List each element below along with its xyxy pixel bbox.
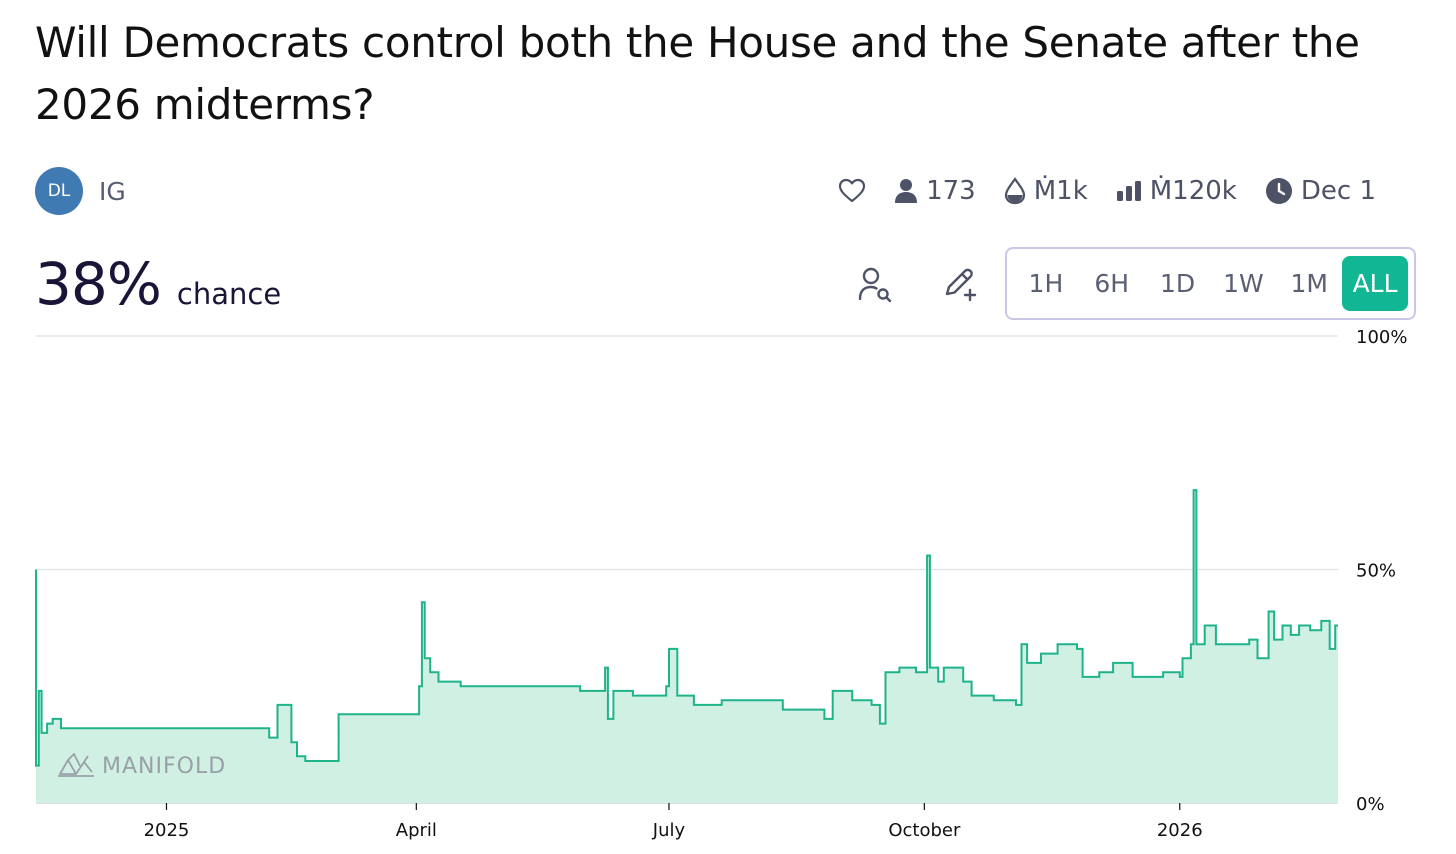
market-stats: 173 Ṁ1k Ṁ120k Dec 1 bbox=[838, 167, 1376, 215]
author-name[interactable]: IG bbox=[99, 176, 126, 206]
author-info[interactable]: DL IG bbox=[35, 167, 126, 215]
range-all-button[interactable]: ALL bbox=[1342, 256, 1408, 311]
probability-label: chance bbox=[176, 277, 282, 311]
heart-icon[interactable] bbox=[838, 178, 866, 204]
y-tick-label: 100% bbox=[1356, 327, 1407, 348]
x-tick-label: October bbox=[888, 820, 961, 841]
y-tick-label: 0% bbox=[1356, 794, 1385, 815]
like-button[interactable] bbox=[838, 178, 866, 204]
liquidity-value: Ṁ1k bbox=[1033, 176, 1088, 206]
x-axis: 2025 April July October 2026 bbox=[144, 803, 1203, 841]
search-user-icon bbox=[858, 267, 892, 302]
watermark-text: MANIFOLD bbox=[102, 754, 226, 779]
probability-value: 38% bbox=[35, 250, 162, 318]
close-date-stat: Dec 1 bbox=[1265, 176, 1376, 206]
avatar[interactable]: DL bbox=[35, 167, 83, 215]
y-tick-label: 50% bbox=[1356, 561, 1396, 582]
range-1m-button[interactable]: 1M bbox=[1290, 269, 1328, 298]
user-icon bbox=[895, 179, 918, 203]
traders-stat: 173 bbox=[894, 176, 976, 206]
volume-stat: Ṁ120k bbox=[1116, 176, 1237, 206]
range-1w-button[interactable]: 1W bbox=[1223, 269, 1264, 298]
clock-icon bbox=[1265, 178, 1292, 204]
x-tick-label: April bbox=[396, 820, 437, 841]
question-title: Will Democrats control both the House an… bbox=[35, 18, 1360, 129]
pencil-plus-icon bbox=[945, 268, 977, 302]
x-tick-label: 2025 bbox=[144, 820, 190, 841]
probability-chart[interactable]: MANIFOLD 100%50%0% 2025 April July October 2… bbox=[0, 320, 1456, 854]
view-trades-button[interactable] bbox=[855, 264, 895, 304]
probability-display: 38% chance bbox=[35, 250, 281, 318]
liquidity-stat[interactable]: Ṁ1k bbox=[1004, 176, 1088, 206]
droplet-icon bbox=[1004, 177, 1025, 205]
close-date: Dec 1 bbox=[1300, 176, 1376, 206]
probability-line bbox=[35, 489, 1338, 767]
manifold-logo-icon bbox=[58, 753, 94, 777]
bar-chart-icon bbox=[1116, 181, 1141, 201]
x-tick-label: July bbox=[652, 820, 686, 841]
traders-count: 173 bbox=[926, 176, 976, 206]
volume-value: Ṁ120k bbox=[1149, 176, 1237, 206]
annotate-button[interactable] bbox=[940, 264, 980, 304]
range-1d-button[interactable]: 1D bbox=[1159, 269, 1196, 298]
manifold-watermark: MANIFOLD bbox=[58, 753, 226, 779]
probability-area bbox=[36, 490, 1338, 803]
y-axis: 100% 50% 0% bbox=[1356, 327, 1407, 815]
x-tick-label: 2026 bbox=[1157, 820, 1203, 841]
range-6h-button[interactable]: 6H bbox=[1094, 269, 1130, 298]
range-1h-button[interactable]: 1H bbox=[1028, 269, 1064, 298]
time-range-selector: 1H 6H 1D 1W 1M ALL bbox=[1005, 247, 1416, 320]
